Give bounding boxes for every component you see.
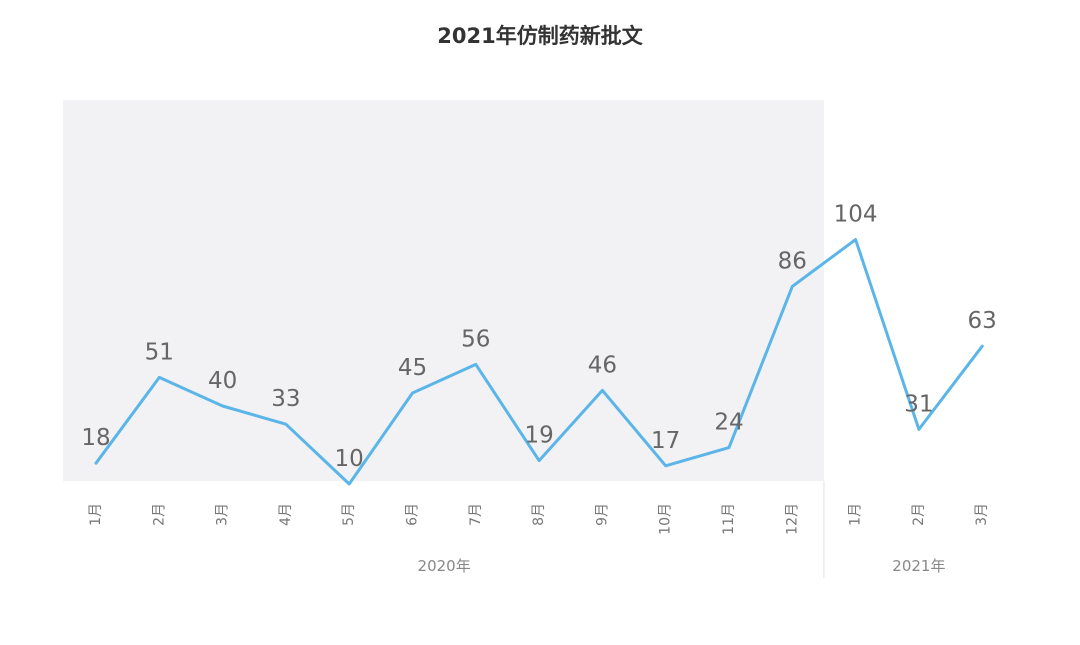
- data-label: 31: [904, 391, 933, 417]
- x-axis: 2020年 2021年 1月 2月 3月 4月 5月 6月 7月 8月 9月 10月 11月 12月 1月 2…: [88, 481, 990, 578]
- data-label: 18: [81, 425, 110, 451]
- data-label: 24: [714, 410, 743, 436]
- chart-title: 2021年仿制药新批文: [437, 24, 643, 48]
- data-label: 45: [398, 355, 427, 381]
- data-label: 10: [335, 446, 364, 472]
- x-tick-label: 4月: [278, 503, 294, 526]
- data-label: 17: [651, 428, 680, 454]
- x-tick-label: 2月: [151, 503, 167, 526]
- data-label: 104: [834, 202, 878, 228]
- data-label: 46: [588, 352, 617, 378]
- x-tick-label: 7月: [468, 503, 484, 526]
- x-tick-label: 1月: [88, 503, 104, 526]
- data-label: 51: [145, 339, 174, 365]
- x-tick-label: 2月: [911, 503, 927, 526]
- x-tick-label: 10月: [658, 503, 674, 535]
- x-tick-label: 6月: [405, 503, 421, 526]
- x-tick-label: 11月: [721, 503, 737, 535]
- series-line: [94, 238, 984, 486]
- data-label: 56: [461, 326, 490, 352]
- data-label: 19: [524, 423, 553, 449]
- series-line-layer: [94, 238, 984, 486]
- x-tick-label: 1月: [848, 503, 864, 526]
- x-tick-label: 12月: [784, 503, 800, 535]
- group-label-0: 2020年: [418, 557, 471, 575]
- data-label: 40: [208, 368, 237, 394]
- x-tick-label: 5月: [341, 503, 357, 526]
- x-tick-label: 3月: [215, 503, 231, 526]
- group-label-1: 2021年: [892, 557, 945, 575]
- data-label: 86: [778, 248, 807, 274]
- data-label-layer: 18 51 40 33 10 45 56 19 46 17 24 86 104 31 63: [81, 202, 996, 472]
- data-label: 33: [271, 386, 300, 412]
- x-tick-label: 9月: [594, 503, 610, 526]
- background-layer: [63, 100, 824, 481]
- data-label: 63: [968, 308, 997, 334]
- group-highlight-0: [63, 100, 824, 481]
- x-tick-label: 8月: [531, 503, 547, 526]
- x-tick-label: 3月: [974, 503, 990, 526]
